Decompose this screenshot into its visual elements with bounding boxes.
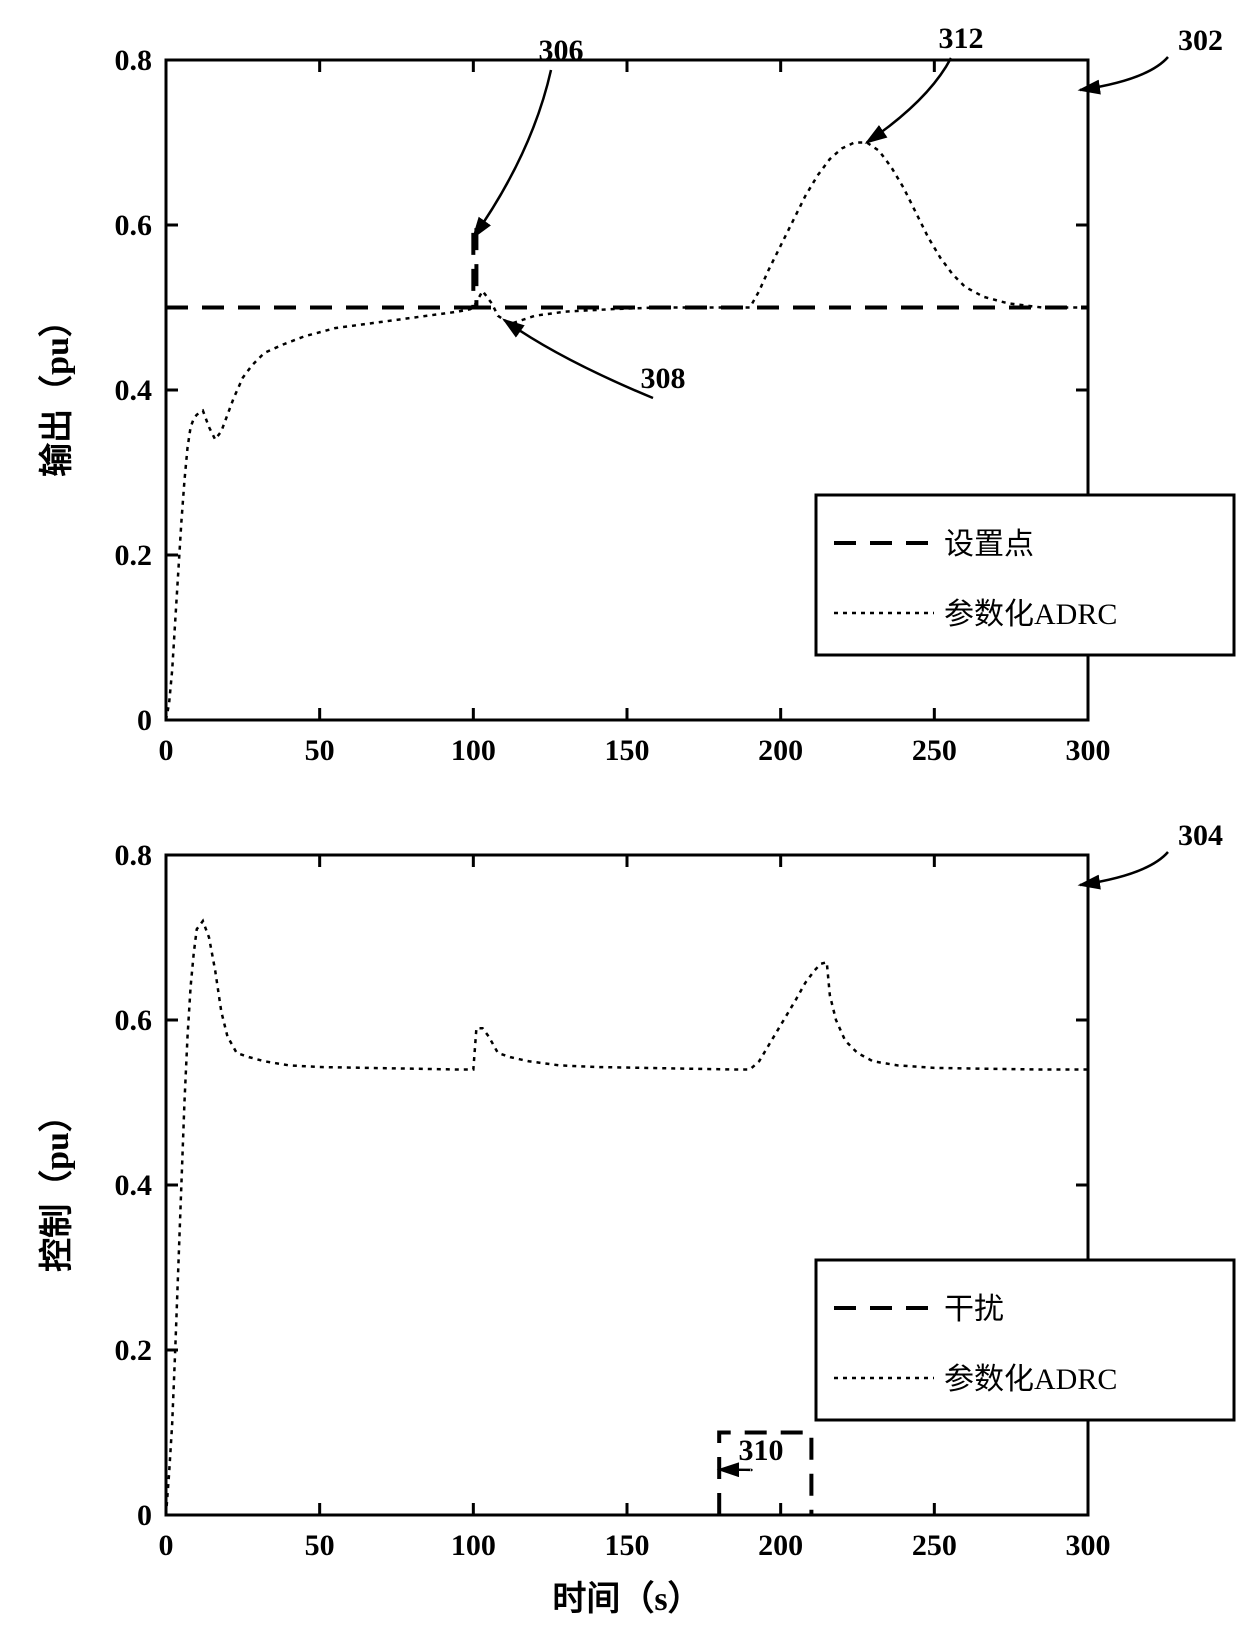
series-adrc-line <box>166 921 1088 1515</box>
svg-text:0.4: 0.4 <box>115 1169 153 1202</box>
svg-text:150: 150 <box>605 734 650 767</box>
svg-text:300: 300 <box>1066 1529 1111 1562</box>
callout-label: 308 <box>641 362 686 395</box>
svg-text:0.2: 0.2 <box>115 539 153 572</box>
top-chart: 0 50 100 150 200 250 300 0 0.2 0.4 0.6 0.8 输出（pu） 306… <box>37 22 1234 767</box>
callout-label: 310 <box>739 1434 784 1467</box>
bottom-chart: 0 50 100 150 200 250 300 0 0.2 0.4 0.6 0.8 控制（pu） 310… <box>37 819 1234 1562</box>
svg-text:0.8: 0.8 <box>115 44 153 77</box>
x-axis-label: 时间（s） <box>552 1579 701 1618</box>
series-setpoint-line <box>166 225 1088 308</box>
legend-label: 参数化ADRC <box>944 598 1117 631</box>
legend-box: 设置点参数化ADRC <box>816 495 1234 655</box>
svg-text:0: 0 <box>159 734 174 767</box>
svg-text:0.6: 0.6 <box>115 209 153 242</box>
callout-arrow <box>473 70 551 237</box>
callout-label: 312 <box>939 22 984 55</box>
svg-text:0: 0 <box>159 1529 174 1562</box>
svg-text:0.8: 0.8 <box>115 839 153 872</box>
y-axis-label: 输出（pu） <box>37 303 76 477</box>
svg-text:250: 250 <box>912 1529 957 1562</box>
figure-container: 0 50 100 150 200 250 300 0 0.2 0.4 0.6 0.8 输出（pu） 306… <box>0 0 1240 1637</box>
legend-label: 干扰 <box>944 1293 1004 1326</box>
svg-text:300: 300 <box>1066 734 1111 767</box>
svg-text:50: 50 <box>305 734 335 767</box>
callout-arrow <box>867 58 951 143</box>
svg-text:250: 250 <box>912 734 957 767</box>
callout-arrow <box>504 320 653 398</box>
svg-text:100: 100 <box>451 1529 496 1562</box>
legend-label: 设置点 <box>944 528 1034 561</box>
svg-text:200: 200 <box>758 734 803 767</box>
svg-text:0.4: 0.4 <box>115 374 153 407</box>
svg-text:0.2: 0.2 <box>115 1334 153 1367</box>
svg-text:0: 0 <box>137 704 152 737</box>
svg-text:200: 200 <box>758 1529 803 1562</box>
svg-text:100: 100 <box>451 734 496 767</box>
figure-svg: 0 50 100 150 200 250 300 0 0.2 0.4 0.6 0.8 输出（pu） 306… <box>0 0 1240 1637</box>
callout-label: 306 <box>539 34 584 67</box>
svg-text:0.6: 0.6 <box>115 1004 153 1037</box>
panel-callout-arrow <box>1080 852 1168 885</box>
panel-callout-label: 304 <box>1178 819 1223 852</box>
svg-text:50: 50 <box>305 1529 335 1562</box>
panel-callout-arrow <box>1080 57 1168 90</box>
y-axis-label: 控制（pu） <box>37 1098 76 1272</box>
svg-text:150: 150 <box>605 1529 650 1562</box>
legend-label: 参数化ADRC <box>944 1363 1117 1396</box>
svg-text:0: 0 <box>137 1499 152 1532</box>
panel-callout-label: 302 <box>1178 24 1223 57</box>
legend-box: 干扰参数化ADRC <box>816 1260 1234 1420</box>
